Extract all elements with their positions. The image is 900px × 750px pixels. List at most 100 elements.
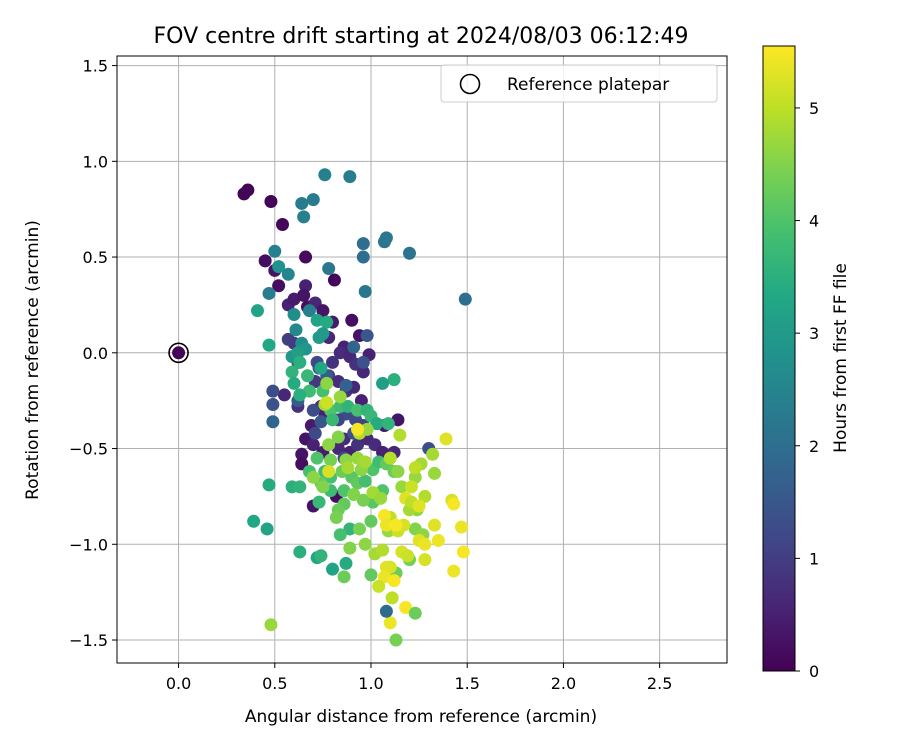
data-point	[312, 495, 326, 509]
scatter-points	[172, 168, 472, 647]
data-point	[458, 292, 472, 306]
data-point	[293, 545, 307, 559]
colorbar-tick-label: 1	[809, 549, 819, 568]
data-point	[333, 528, 347, 542]
data-point	[264, 618, 278, 632]
data-point	[339, 556, 353, 570]
data-point	[326, 562, 340, 576]
data-point	[358, 455, 372, 469]
data-point	[329, 510, 343, 524]
data-point	[314, 415, 328, 429]
data-point	[358, 537, 372, 551]
data-point	[347, 340, 361, 354]
data-point	[285, 365, 299, 379]
data-point	[447, 497, 461, 511]
y-tick-label: 0.0	[83, 344, 108, 363]
data-point	[333, 390, 347, 404]
data-point	[356, 250, 370, 264]
data-point	[306, 193, 320, 207]
data-point	[260, 522, 274, 536]
data-point	[343, 170, 357, 184]
data-point	[412, 499, 426, 513]
data-point	[266, 415, 280, 429]
data-point	[293, 355, 307, 369]
data-point	[343, 522, 357, 536]
data-point	[387, 574, 401, 588]
data-point	[262, 338, 276, 352]
data-point	[316, 480, 330, 494]
y-tick-label: 1.0	[83, 152, 108, 171]
data-point	[322, 438, 336, 452]
legend: Reference platepar	[440, 64, 718, 103]
data-point	[395, 480, 409, 494]
data-point	[401, 549, 415, 563]
data-point	[289, 323, 303, 337]
y-tick-label: 0.5	[83, 248, 108, 267]
x-axis-ticks: 0.0 0.5 1.0 1.5 2.0 2.5	[166, 663, 672, 693]
data-point	[297, 210, 311, 224]
data-point	[293, 388, 307, 402]
data-point	[408, 461, 422, 475]
data-point	[447, 564, 461, 578]
data-point	[383, 451, 397, 465]
data-point	[297, 288, 311, 302]
data-point	[324, 453, 338, 467]
data-point	[308, 426, 322, 440]
data-point	[343, 541, 357, 555]
data-point	[281, 267, 295, 281]
x-tick-label: 1.5	[454, 674, 479, 693]
data-point	[351, 438, 365, 452]
data-point	[310, 313, 324, 327]
data-point	[408, 606, 422, 620]
plot-frame	[116, 55, 728, 664]
data-point	[381, 417, 395, 431]
data-point	[426, 447, 440, 461]
reference-ring	[168, 342, 189, 364]
x-tick-label: 0.5	[262, 674, 287, 693]
data-point	[364, 514, 378, 528]
data-point	[275, 218, 289, 232]
data-point	[306, 470, 320, 484]
colorbar-label: Hours from first FF file	[831, 263, 851, 453]
data-point	[391, 465, 405, 479]
data-point	[454, 520, 468, 534]
data-point	[389, 633, 403, 647]
y-tick-label: −0.5	[69, 440, 108, 459]
colorbar-tick-label: 3	[809, 324, 819, 343]
data-point	[385, 591, 399, 605]
data-point	[172, 346, 186, 360]
data-point	[241, 183, 255, 197]
data-point	[272, 279, 286, 293]
data-point	[295, 447, 309, 461]
colorbar-ticks: 0 1 2 3 4 5	[795, 99, 819, 681]
data-point	[287, 308, 301, 322]
data-point	[358, 285, 372, 299]
data-point	[331, 430, 345, 444]
data-point	[339, 378, 353, 392]
data-point	[320, 376, 334, 390]
x-tick-label: 1.0	[358, 674, 383, 693]
data-point	[389, 518, 403, 532]
data-point	[302, 304, 316, 318]
data-point	[379, 231, 393, 245]
data-point	[439, 432, 453, 446]
data-point	[306, 438, 320, 452]
data-point	[376, 543, 390, 557]
data-point	[431, 533, 445, 547]
data-point	[266, 397, 280, 411]
data-point	[364, 568, 378, 582]
data-point	[258, 254, 272, 268]
data-point	[247, 514, 261, 528]
data-point	[277, 388, 291, 402]
data-point	[250, 304, 264, 318]
data-point	[418, 537, 432, 551]
data-point	[456, 545, 470, 559]
data-point	[376, 376, 390, 390]
data-point	[387, 373, 401, 387]
data-point	[310, 451, 324, 465]
x-tick-label: 2.0	[551, 674, 576, 693]
data-point	[428, 518, 442, 532]
data-point	[326, 413, 340, 427]
data-point	[322, 262, 336, 276]
